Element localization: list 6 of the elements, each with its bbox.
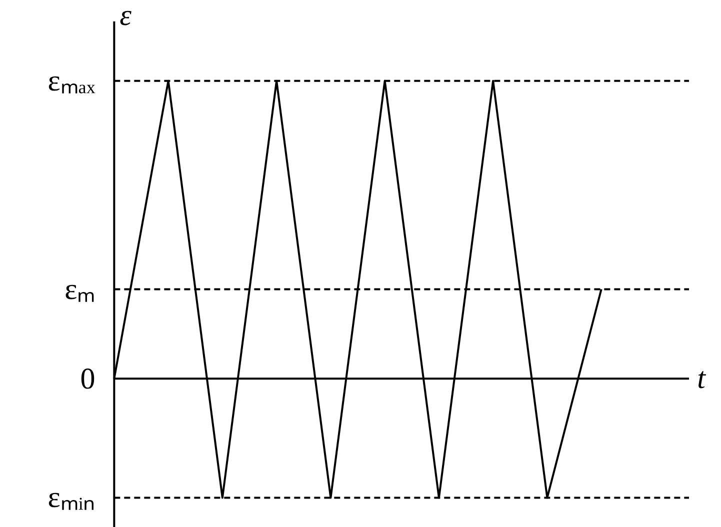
ref-line-label: εₘ bbox=[64, 272, 96, 306]
ref-line-label: 0 bbox=[80, 362, 96, 396]
ref-line-label: εₘₐₓ bbox=[48, 64, 96, 98]
ref-line-label: εₘᵢₙ bbox=[48, 481, 96, 514]
y-axis-title: ε bbox=[120, 0, 132, 32]
x-axis-title: t bbox=[697, 362, 706, 396]
